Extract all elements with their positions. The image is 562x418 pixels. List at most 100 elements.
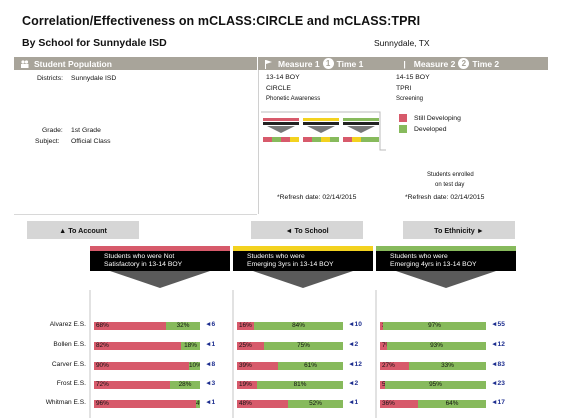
subject-label: Subject: — [35, 138, 60, 145]
still-developing-bar[interactable]: 48% — [237, 400, 288, 408]
still-developing-bar[interactable]: 5% — [380, 381, 385, 389]
time1-label: Time 1 — [336, 58, 364, 69]
column-2-funnel-icon — [253, 271, 353, 288]
measure1-refresh-date: *Refresh date: 02/14/2015 — [277, 194, 357, 201]
student-count-link[interactable]: ◄1 — [348, 399, 359, 406]
legend-still-developing-swatch — [399, 114, 407, 122]
measure2-assessment: TPRI — [396, 85, 412, 92]
column-2-header: Students who were Emerging 3yrs in 13-14 … — [233, 251, 373, 271]
measure2-period: 14-15 BOY — [396, 74, 430, 81]
measure1-assessment: CIRCLE — [266, 85, 291, 92]
developed-bar[interactable]: 84% — [254, 322, 343, 330]
measure2-badge: 2 — [458, 58, 470, 69]
developed-bar[interactable]: 81% — [257, 381, 343, 389]
developed-bar[interactable]: 97% — [383, 322, 486, 330]
still-developing-bar[interactable]: 82% — [94, 342, 181, 350]
still-developing-bar[interactable]: 25% — [237, 342, 264, 350]
still-developing-bar[interactable]: 3% — [380, 322, 383, 330]
still-developing-bar[interactable]: 7% — [380, 342, 387, 350]
to-account-button[interactable]: ▲ To Account — [27, 221, 139, 239]
still-developing-bar[interactable]: 96% — [94, 400, 196, 408]
flow-diagram-icon — [261, 111, 386, 151]
column-header-line2: Emerging 4yrs in 13-14 BOY — [390, 261, 477, 268]
column-header-line1: Students who were Not — [104, 253, 175, 260]
page-title: Correlation/Effectiveness on mCLASS:CIRC… — [22, 14, 421, 28]
measure2-skill: Screening — [396, 96, 424, 102]
developed-bar[interactable]: 93% — [387, 342, 486, 350]
school-label: Whitman E.S. — [45, 399, 86, 406]
to-ethnicity-button[interactable]: To Ethnicity ► — [403, 221, 515, 239]
column-3-funnel-icon — [396, 271, 496, 288]
column-1-funnel-icon — [110, 271, 210, 288]
developed-bar[interactable]: 75% — [264, 342, 343, 350]
measure1-period: 13-14 BOY — [266, 74, 300, 81]
column-1-color-strip — [90, 246, 230, 251]
developed-bar[interactable]: 52% — [288, 400, 343, 408]
measure-panel — [258, 70, 549, 214]
time2-label: Time 2 — [472, 58, 500, 69]
measure2-label: Measure 2 — [413, 58, 456, 69]
districts-value: Sunnydale ISD — [71, 75, 117, 82]
student-count-link[interactable]: ◄8 — [205, 361, 216, 368]
student-population-bar: Student Population — [14, 57, 257, 70]
student-count-link[interactable]: ◄17 — [491, 399, 505, 406]
developed-bar[interactable]: 61% — [278, 362, 343, 370]
column-header-line1: Students who were — [247, 253, 305, 260]
measure2-refresh-date: *Refresh date: 02/14/2015 — [405, 194, 485, 201]
column-1-header: Students who were Not Satisfactory in 13-… — [90, 251, 230, 271]
measure1-skill: Phonetic Awareness — [266, 96, 321, 102]
developed-bar[interactable]: 64% — [418, 400, 486, 408]
legend-still-developing-label: Still Developing — [414, 115, 461, 122]
student-count-link[interactable]: ◄1 — [205, 399, 216, 406]
legend-developed-label: Developed — [414, 126, 447, 133]
school-label: Frost E.S. — [56, 380, 86, 387]
still-developing-bar[interactable]: 19% — [237, 381, 257, 389]
still-developing-bar[interactable]: 68% — [94, 322, 166, 330]
still-developing-bar[interactable]: 36% — [380, 400, 418, 408]
measure1-label: Measure 1 — [278, 58, 320, 69]
subject-value: Official Class — [71, 138, 111, 145]
to-school-button[interactable]: ◄ To School — [251, 221, 363, 239]
legend-developed-swatch — [399, 125, 407, 133]
student-count-link[interactable]: ◄83 — [491, 361, 505, 368]
column-3-header: Students who were Emerging 4yrs in 13-14 … — [376, 251, 516, 271]
column-divider — [375, 290, 377, 418]
student-count-link[interactable]: ◄2 — [348, 341, 359, 348]
still-developing-bar[interactable]: 27% — [380, 362, 409, 370]
student-count-link[interactable]: ◄55 — [491, 321, 505, 328]
school-label: Alvarez E.S. — [49, 321, 86, 328]
measure-bar: Measure 1 1 Time 1 | Measure 2 2 Time 2 — [258, 57, 548, 70]
student-count-link[interactable]: ◄23 — [491, 380, 505, 387]
still-developing-bar[interactable]: 16% — [237, 322, 254, 330]
column-header-line1: Students who were — [390, 253, 448, 260]
developed-bar[interactable]: 95% — [385, 381, 486, 389]
student-count-link[interactable]: ◄2 — [348, 380, 359, 387]
student-count-link[interactable]: ◄12 — [491, 341, 505, 348]
grade-label: Grade: — [42, 127, 63, 134]
student-count-link[interactable]: ◄10 — [348, 321, 362, 328]
column-header-line2: Emerging 3yrs in 13-14 BOY — [247, 261, 334, 268]
school-label: Bollen E.S. — [53, 341, 86, 348]
developed-bar[interactable]: 32% — [166, 322, 200, 330]
still-developing-bar[interactable]: 39% — [237, 362, 278, 370]
developed-bar[interactable]: 28% — [170, 381, 200, 389]
student-count-link[interactable]: ◄1 — [205, 341, 216, 348]
measure1-badge: 1 — [322, 58, 334, 69]
developed-bar[interactable]: 4% — [196, 400, 200, 408]
column-header-line2: Satisfactory in 13-14 BOY — [104, 261, 183, 268]
column-3-color-strip — [376, 246, 516, 251]
developed-bar[interactable]: 10% — [189, 362, 200, 370]
student-count-link[interactable]: ◄12 — [348, 361, 362, 368]
enrolled-note-line2: on test day — [435, 182, 465, 188]
flag-icon — [264, 59, 273, 69]
student-population-label: Student Population — [34, 58, 112, 69]
population-panel — [14, 70, 257, 215]
student-count-link[interactable]: ◄6 — [205, 321, 216, 328]
developed-bar[interactable]: 18% — [181, 342, 200, 350]
student-count-link[interactable]: ◄3 — [205, 380, 216, 387]
column-2-color-strip — [233, 246, 373, 251]
developed-bar[interactable]: 33% — [409, 362, 486, 370]
still-developing-bar[interactable]: 72% — [94, 381, 170, 389]
still-developing-bar[interactable]: 90% — [94, 362, 189, 370]
districts-label: Districts: — [37, 75, 64, 82]
